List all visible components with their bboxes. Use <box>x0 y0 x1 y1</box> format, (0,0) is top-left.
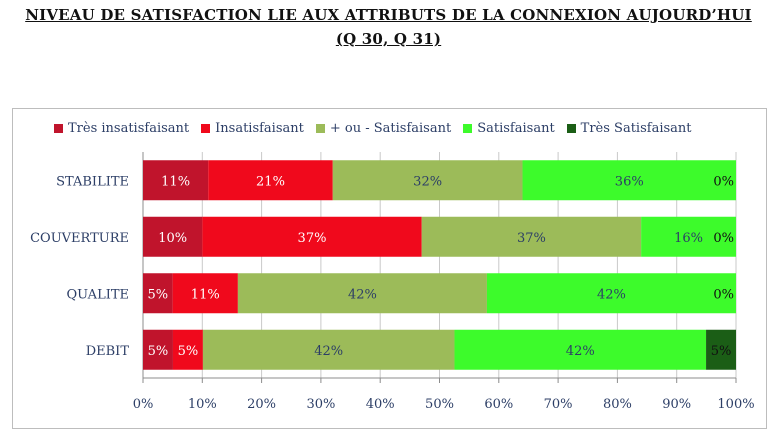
legend-label: Très insatisfaisant <box>68 120 190 136</box>
chart-title: NIVEAU DE SATISFACTION LIE AUX ATTRIBUTS… <box>25 6 752 24</box>
chart-frame <box>12 108 767 429</box>
legend-label: + ou - Satisfaisant <box>329 120 452 136</box>
legend-item: Très insatisfaisant <box>54 121 189 136</box>
legend-item: Insatisfaisant <box>201 121 304 136</box>
legend-swatch <box>54 123 63 133</box>
legend-label: Insatisfaisant <box>215 120 304 136</box>
legend-swatch <box>315 123 325 133</box>
legend-swatch <box>566 123 576 133</box>
legend-swatch <box>201 123 211 133</box>
legend-swatch <box>463 123 473 133</box>
legend-item: Très Satisfaisant <box>566 120 692 136</box>
legend-label: Satisfaisant <box>477 120 555 136</box>
legend-label: Très Satisfaisant <box>580 120 692 136</box>
chart-subtitle: (Q 30, Q 31) <box>335 30 442 48</box>
legend-item: Satisfaisant <box>463 120 555 136</box>
chart-legend: Très insatisfaisant Insatisfaisant + ou … <box>54 119 692 137</box>
legend-item: + ou - Satisfaisant <box>315 120 452 136</box>
